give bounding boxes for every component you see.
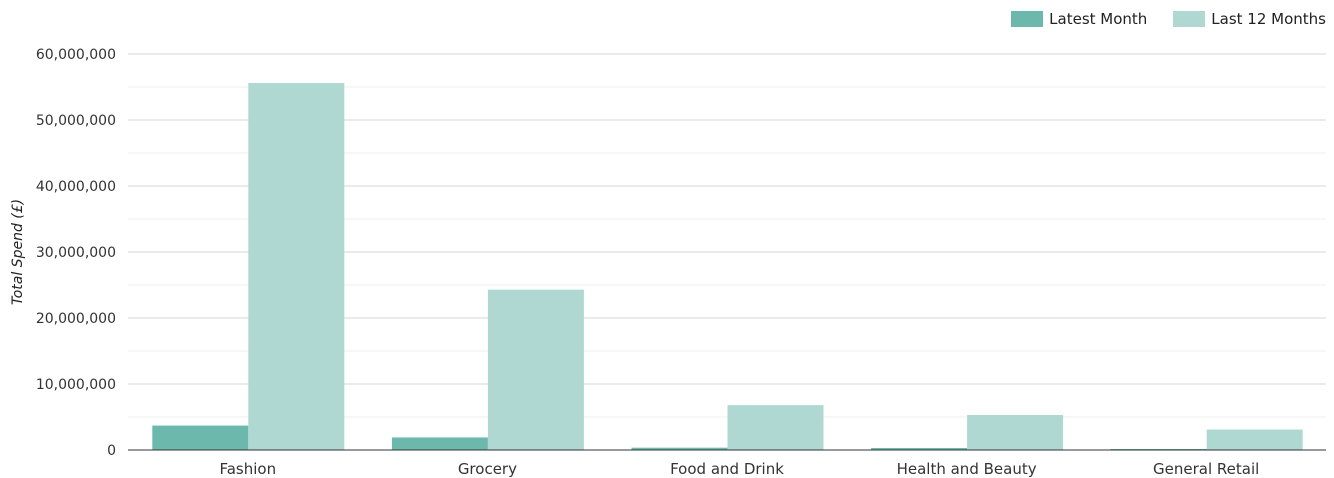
- y-tick-label: 10,000,000: [36, 377, 116, 393]
- x-category-label: Health and Beauty: [897, 460, 1037, 478]
- bar-general-retail-last-12-months[interactable]: [1206, 429, 1303, 450]
- bar-food-and-drink-last-12-months[interactable]: [727, 405, 824, 450]
- y-tick-label: 60,000,000: [36, 47, 116, 63]
- bars: [152, 83, 1303, 450]
- x-axis-labels: Fashion Grocery Food and Drink Health and B…: [219, 460, 1259, 478]
- legend-item-latest-month[interactable]: Latest Month: [1011, 10, 1147, 28]
- y-axis-title: Total Spend (£): [10, 199, 26, 305]
- legend-item-last-12-months[interactable]: Last 12 Months: [1173, 10, 1326, 28]
- bar-fashion-last-12-months[interactable]: [248, 83, 345, 450]
- x-category-label: General Retail: [1153, 460, 1259, 478]
- y-tick-label: 50,000,000: [36, 113, 116, 129]
- y-axis-ticks: 0 10,000,000 20,000,000 30,000,000 40,000,00…: [36, 47, 116, 459]
- x-category-label: Fashion: [219, 460, 276, 478]
- bar-fashion-latest-month[interactable]: [152, 425, 249, 450]
- x-category-label: Food and Drink: [670, 460, 784, 478]
- bar-food-and-drink-latest-month[interactable]: [631, 447, 728, 450]
- bar-health-and-beauty-latest-month[interactable]: [871, 448, 968, 450]
- y-tick-label: 20,000,000: [36, 311, 116, 327]
- legend-label-latest-month: Latest Month: [1049, 10, 1148, 28]
- legend-swatch-latest-month: [1011, 11, 1044, 27]
- y-tick-label: 30,000,000: [36, 245, 116, 261]
- bar-grocery-latest-month[interactable]: [391, 437, 488, 450]
- bar-grocery-last-12-months[interactable]: [487, 289, 584, 450]
- legend-label-last-12-months: Last 12 Months: [1211, 10, 1326, 28]
- bar-health-and-beauty-last-12-months[interactable]: [967, 415, 1064, 450]
- y-tick-label: 0: [107, 443, 116, 459]
- legend-swatch-last-12-months: [1173, 11, 1206, 27]
- y-tick-label: 40,000,000: [36, 179, 116, 195]
- x-category-label: Grocery: [458, 460, 517, 478]
- chart-legend: Latest Month Last 12 Months: [1011, 10, 1326, 28]
